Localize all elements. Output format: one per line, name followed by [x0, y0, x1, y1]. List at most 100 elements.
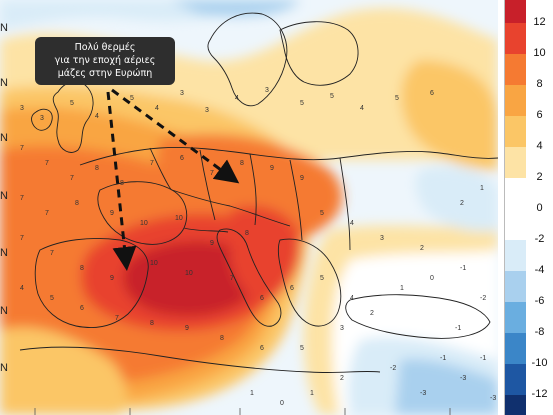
- colorbar-swatch: [504, 395, 526, 415]
- contour-value-label: -1: [440, 355, 446, 362]
- contour-value-label: 7: [210, 170, 214, 177]
- contour-value-label: 10: [175, 215, 183, 222]
- contour-value-label: 10: [140, 220, 148, 227]
- latitude-label: N: [0, 247, 8, 259]
- contour-value-label: 6: [260, 295, 264, 302]
- contour-value-label: 7: [20, 195, 24, 202]
- map-ticks: [34, 408, 451, 415]
- callout-line-1: Πολύ θερμές: [74, 42, 136, 53]
- callout-line-2: για την εποχή αέριες: [54, 55, 156, 66]
- contour-value-label: -3: [420, 390, 426, 397]
- contour-value-label: 8: [120, 180, 124, 187]
- contour-value-label: 8: [220, 335, 224, 342]
- contour-value-label: 9: [110, 275, 114, 282]
- contour-value-label: -3: [460, 375, 466, 382]
- colorbar-swatch: [504, 271, 526, 302]
- colorbar-tick-label: -4: [534, 264, 545, 276]
- contour-value-label: 5: [300, 100, 304, 107]
- arrow-to-central-europe: [111, 88, 240, 184]
- contour-value-label: 6: [80, 305, 84, 312]
- latitude-label: N: [0, 190, 8, 202]
- contour-value-labels: 3354543343554567778876789977891010987789…: [20, 87, 496, 407]
- contour-value-label: -2: [480, 295, 486, 302]
- anomaly-field: [0, 0, 498, 415]
- contour-value-label: 2: [420, 245, 424, 252]
- contour-value-label: 7: [115, 315, 119, 322]
- contour-value-label: 8: [80, 265, 84, 272]
- colorbar-tick-label: 0: [536, 202, 543, 214]
- colorbar-swatch: [504, 0, 526, 23]
- colorbar-swatch: [504, 302, 526, 333]
- contour-value-label: 3: [340, 325, 344, 332]
- colorbar-swatch: [504, 209, 526, 240]
- contour-value-label: 0: [280, 400, 284, 407]
- contour-value-label: 9: [300, 175, 304, 182]
- contour-value-label: -1: [455, 325, 461, 332]
- contour-value-label: 5: [70, 100, 74, 107]
- latitude-label: N: [0, 22, 8, 34]
- contour-value-label: 2: [460, 200, 464, 207]
- contour-value-label: 7: [150, 160, 154, 167]
- contour-value-label: 5: [320, 275, 324, 282]
- colorbar-swatch: [504, 85, 526, 116]
- colorbar-tick-label: 6: [536, 109, 543, 121]
- colorbar-swatch: [504, 147, 526, 178]
- contour-value-label: 4: [360, 105, 364, 112]
- colorbar-swatch: [504, 240, 526, 271]
- colorbar-swatch: [504, 178, 526, 209]
- colorbar-swatch: [504, 23, 526, 54]
- contour-value-label: 8: [245, 230, 249, 237]
- contour-value-label: 6: [430, 90, 434, 97]
- colorbar-tick-label: 2: [536, 171, 543, 183]
- contour-value-label: 2: [340, 375, 344, 382]
- contour-value-label: 9: [210, 240, 214, 247]
- colorbar-tick-label: 4: [536, 140, 543, 152]
- latitude-label: N: [0, 362, 8, 374]
- coastlines: [19, 12, 498, 374]
- contour-value-label: 9: [270, 165, 274, 172]
- contour-value-label: -1: [460, 265, 466, 272]
- colorbar-tick-label: -10: [531, 357, 548, 369]
- contour-value-label: 5: [130, 95, 134, 102]
- contour-value-label: 7: [70, 175, 74, 182]
- latitude-label: N: [0, 77, 8, 89]
- contour-value-label: -1: [480, 355, 486, 362]
- callout-line-3: μάζες στην Ευρώπη: [57, 68, 153, 79]
- contour-value-label: 5: [395, 95, 399, 102]
- contour-value-label: 7: [45, 210, 49, 217]
- contour-value-label: 5: [320, 210, 324, 217]
- map-canvas: 3354543343554567778876789977891010987789…: [0, 0, 498, 415]
- contour-value-label: 4: [350, 295, 354, 302]
- colorbar-swatch: [504, 364, 526, 395]
- contour-value-label: 3: [180, 90, 184, 97]
- callout-arrows: [106, 88, 240, 271]
- contour-value-label: 9: [110, 210, 114, 217]
- contour-value-label: -3: [490, 395, 496, 402]
- annotation-callout: Πολύ θερμές για την εποχή αέριες μάζες σ…: [35, 37, 175, 85]
- contour-value-label: 4: [235, 95, 239, 102]
- contour-value-label: 7: [230, 275, 234, 282]
- contour-value-label: 1: [310, 390, 314, 397]
- contour-value-label: -2: [390, 365, 396, 372]
- arrow-to-iberia: [106, 91, 137, 271]
- colorbar-tick-label: -6: [534, 295, 545, 307]
- colorbar-swatch: [504, 333, 526, 364]
- contour-value-label: 7: [20, 235, 24, 242]
- colorbar-swatch: [504, 116, 526, 147]
- contour-value-label: 8: [240, 160, 244, 167]
- colorbar-tick-label: 12: [533, 16, 546, 28]
- contour-value-label: 6: [180, 155, 184, 162]
- contour-value-label: 10: [150, 260, 158, 267]
- contour-value-label: 5: [300, 345, 304, 352]
- latitude-label: N: [0, 132, 8, 144]
- contour-value-label: 9: [185, 325, 189, 332]
- contour-value-label: 2: [370, 310, 374, 317]
- contour-value-label: 3: [205, 107, 209, 114]
- contour-value-label: 1: [400, 285, 404, 292]
- contour-value-label: 3: [265, 87, 269, 94]
- colorbar-tick-label: -2: [534, 233, 545, 245]
- colorbar-tick-label: 10: [533, 47, 546, 59]
- colorbar-legend: 12 10 8 6 4 2 0 -2 -4 -6 -8 -10 -12: [504, 0, 553, 415]
- contour-value-label: 3: [380, 235, 384, 242]
